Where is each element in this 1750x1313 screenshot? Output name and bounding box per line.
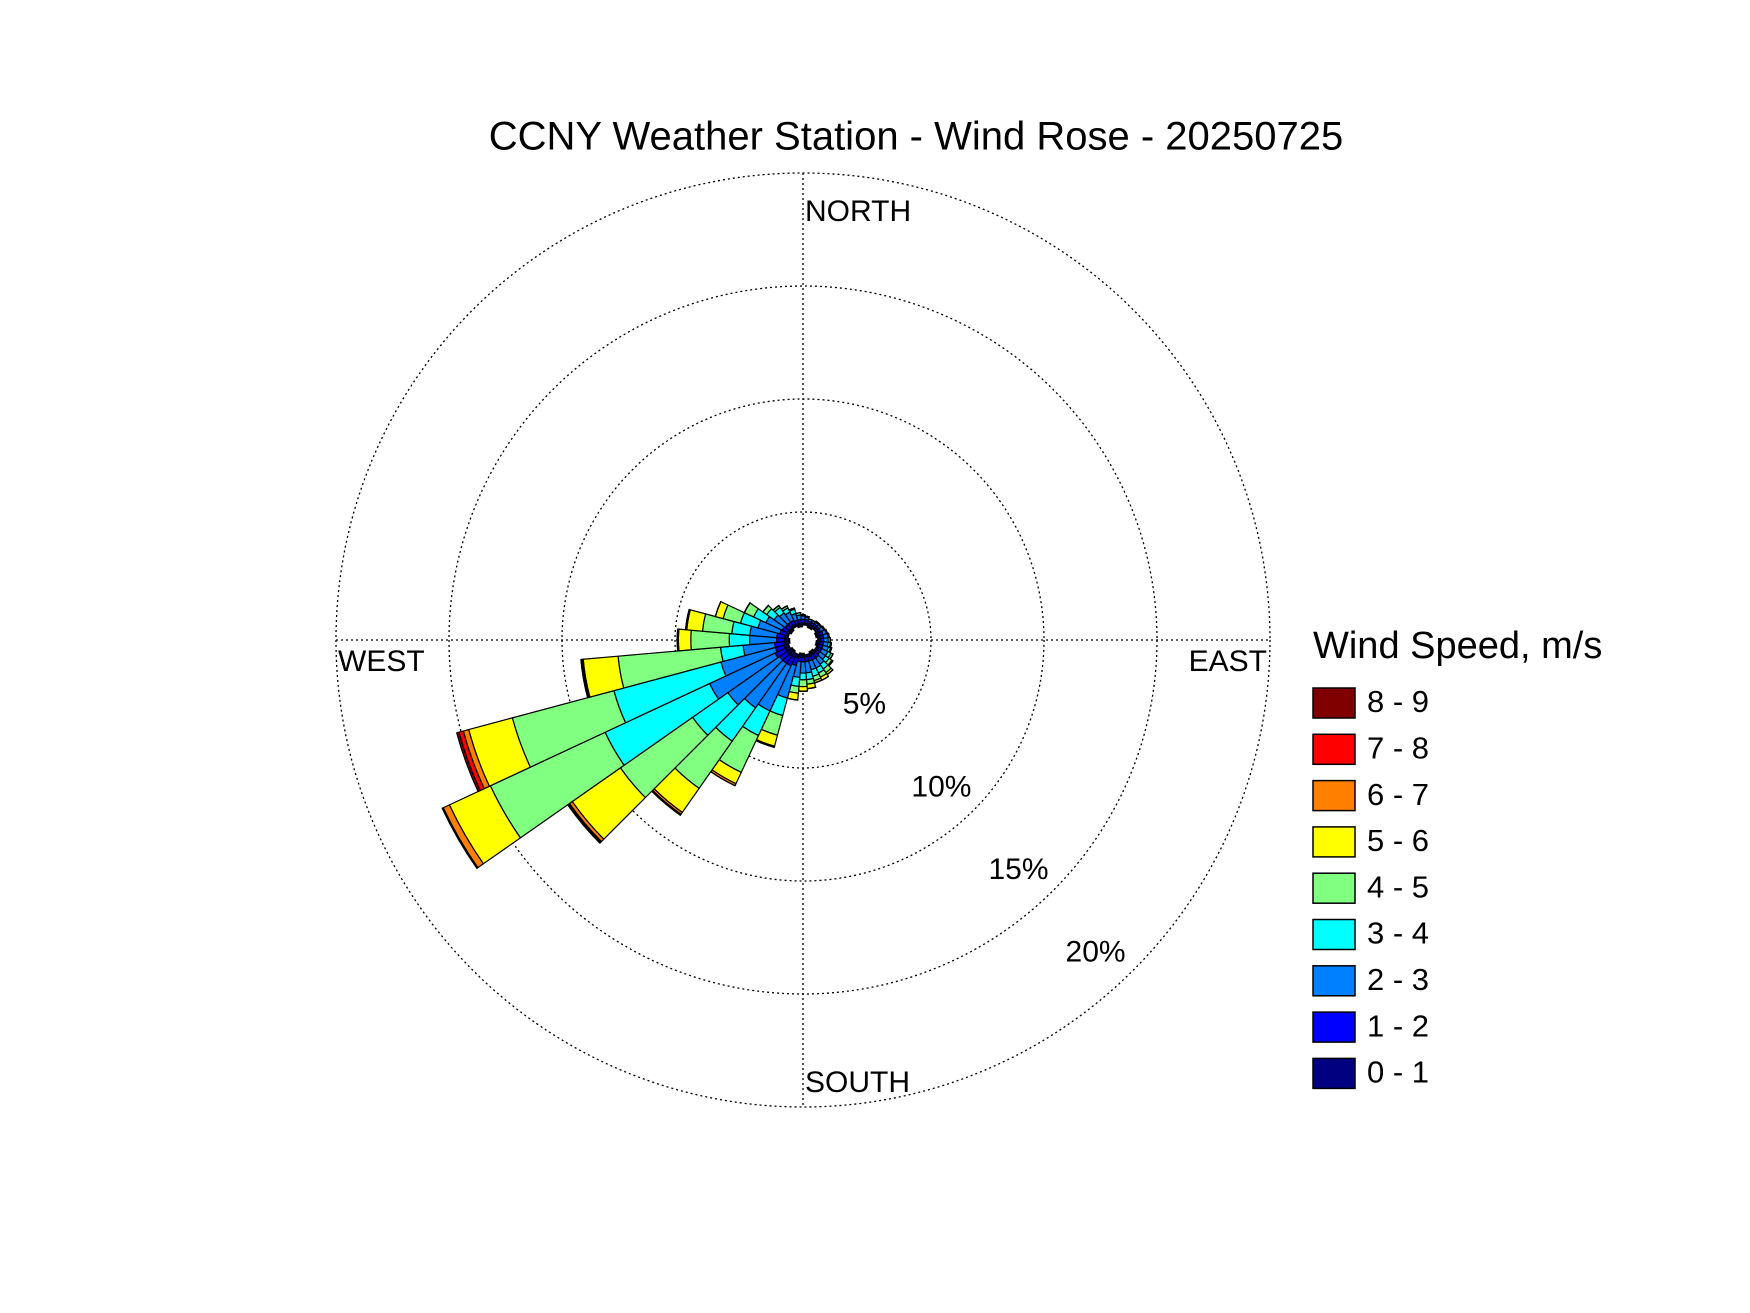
wedges <box>441 601 834 869</box>
wedge-segment <box>580 658 589 699</box>
wedge-segment <box>685 608 690 631</box>
wedge-segment <box>677 628 692 652</box>
legend-swatch <box>1312 918 1356 951</box>
ring-label: 20% <box>1066 936 1126 969</box>
ring-label: 5% <box>843 688 886 721</box>
compass-label: WEST <box>338 645 425 678</box>
legend-label: 0 - 1 <box>1367 1055 1429 1090</box>
legend-swatch <box>1312 872 1356 904</box>
grid <box>335 172 1271 1108</box>
wedge-segment <box>780 605 788 610</box>
legend-swatch <box>1312 826 1356 858</box>
ring-label: 10% <box>911 770 971 803</box>
legend-swatch <box>1312 733 1356 766</box>
compass-label: SOUTH <box>805 1066 910 1099</box>
legend-swatch <box>1312 779 1356 812</box>
legend-label: 4 - 5 <box>1367 869 1429 904</box>
center-hole <box>787 624 819 656</box>
chart-title: CCNY Weather Station - Wind Rose - 20250… <box>489 115 1344 159</box>
wedge-segment <box>797 685 809 692</box>
legend-label: 5 - 6 <box>1367 823 1429 858</box>
legend-swatch <box>1312 687 1356 719</box>
wedge-segment <box>772 604 780 611</box>
compass-label: EAST <box>1189 645 1267 678</box>
wedge-segment <box>714 601 722 618</box>
wedge-segment <box>788 607 796 611</box>
wedge-segment <box>743 602 751 614</box>
compass-label: NORTH <box>805 195 911 228</box>
wedge-segment <box>456 731 481 793</box>
legend-label: 7 - 8 <box>1367 730 1429 765</box>
wedge-segment <box>795 612 802 615</box>
legend-swatch <box>1312 1057 1356 1090</box>
legend-swatch <box>1312 1011 1356 1043</box>
wedge-segment <box>798 679 808 688</box>
legend-label: 1 - 2 <box>1367 1008 1429 1043</box>
legend-label: 6 - 7 <box>1367 777 1429 812</box>
legend-label: 3 - 4 <box>1367 916 1429 951</box>
wedge-segment <box>762 604 770 613</box>
legend-label: 2 - 3 <box>1367 962 1429 997</box>
wedge-segment <box>441 807 478 869</box>
wedge-segment <box>804 615 810 618</box>
legend-label: 8 - 9 <box>1367 684 1429 719</box>
ring-label: 15% <box>988 853 1048 886</box>
legend-swatch <box>1312 965 1356 997</box>
legend-title: Wind Speed, m/s <box>1313 625 1602 667</box>
